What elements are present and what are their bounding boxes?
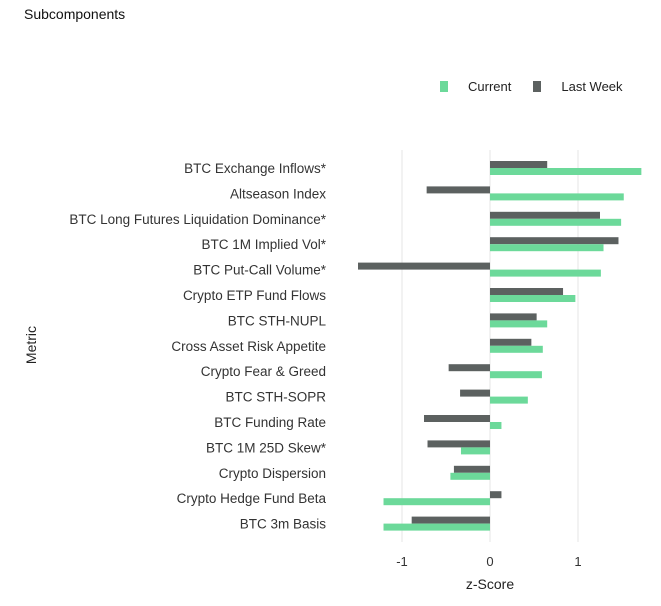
x-tick-label: 0 (486, 554, 493, 569)
bars (358, 161, 642, 531)
bar-last-week (490, 237, 619, 245)
bar-last-week (490, 491, 502, 499)
legend: Current Last Week (440, 79, 645, 94)
category-labels: BTC Exchange Inflows* Altseason Index BTC … (69, 161, 326, 532)
y-axis-label: Metric (23, 326, 39, 364)
bar-last-week (460, 389, 490, 397)
bar-last-week (490, 211, 600, 219)
bar-last-week (427, 440, 490, 448)
bar-last-week (490, 161, 548, 168)
bar-last-week (448, 364, 490, 372)
category-label: Crypto ETP Fund Flows (183, 288, 326, 303)
x-tick-label: -1 (396, 554, 408, 569)
category-label: Altseason Index (230, 186, 326, 201)
bar-current (490, 193, 624, 201)
legend-label-last-week: Last Week (561, 79, 623, 94)
x-tick-label: 1 (574, 554, 581, 569)
category-label: BTC Long Futures Liquidation Dominance* (69, 212, 326, 227)
category-label: BTC STH-NUPL (228, 313, 327, 328)
bar-current (490, 345, 543, 353)
bar-last-week (358, 262, 490, 270)
legend-item-current: Current (440, 79, 511, 94)
bar-current (490, 244, 604, 252)
category-label: Crypto Fear & Greed (201, 364, 326, 379)
bar-current (490, 371, 542, 379)
category-label: BTC 1M 25D Skew* (206, 440, 327, 455)
category-label: BTC STH-SOPR (225, 390, 326, 405)
category-label: BTC 3m Basis (240, 517, 327, 532)
x-axis-label: z-Score (466, 576, 514, 592)
legend-swatch-current (440, 81, 448, 92)
bar-last-week (490, 288, 564, 295)
legend-item-last-week: Last Week (533, 79, 623, 94)
category-label: BTC Funding Rate (214, 415, 326, 430)
bar-current (490, 396, 528, 404)
bar-current (490, 320, 548, 328)
bar-current (490, 218, 622, 226)
category-label: BTC Exchange Inflows* (184, 161, 327, 176)
bar-last-week (424, 415, 490, 422)
bar-current (490, 269, 601, 277)
category-label: Crypto Dispersion (219, 466, 326, 481)
bar-current (460, 447, 490, 455)
section-title: Subcomponents (24, 6, 126, 22)
x-tick-labels: -1 0 1 (396, 554, 581, 569)
bar-current (383, 498, 490, 506)
bar-current (490, 422, 502, 429)
bar-last-week (426, 186, 490, 194)
bar-current (450, 472, 490, 480)
category-label: BTC Put-Call Volume* (193, 263, 327, 278)
bar-current (490, 168, 642, 175)
legend-label-current: Current (468, 79, 512, 94)
bar-last-week (411, 516, 490, 524)
category-label: Crypto Hedge Fund Beta (177, 491, 327, 506)
bar-current (383, 523, 490, 531)
legend-swatch-last-week (533, 81, 542, 92)
bar-last-week (490, 313, 537, 321)
bar-last-week (453, 465, 490, 473)
category-label: BTC 1M Implied Vol* (201, 237, 326, 252)
bar-current (490, 295, 576, 302)
category-label: Cross Asset Risk Appetite (171, 339, 326, 354)
bar-last-week (490, 338, 532, 346)
